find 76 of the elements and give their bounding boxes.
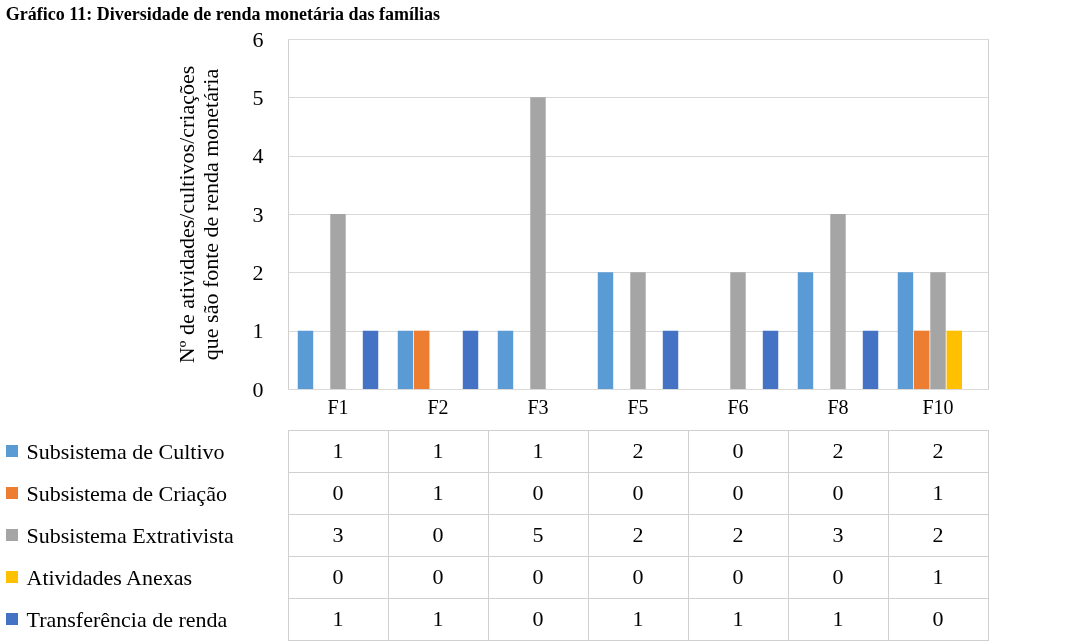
data-label: 1 — [532, 438, 544, 463]
data-label: 1 — [432, 438, 444, 463]
x-tick-label: F8 — [827, 395, 849, 418]
data-label: 2 — [632, 522, 644, 547]
data-label: 0 — [832, 480, 844, 505]
data-label: 1 — [432, 606, 444, 631]
data-label: 1 — [332, 438, 344, 463]
data-label: 0 — [832, 564, 844, 589]
bar — [897, 272, 914, 389]
data-label: 0 — [732, 564, 744, 589]
data-label: 3 — [332, 522, 344, 547]
data-label: 3 — [832, 522, 844, 547]
data-label: 0 — [432, 564, 444, 589]
bar — [362, 330, 379, 389]
y-axis-title: Nº de atividades/cultivos/criações que são fonte de renda monetária — [173, 65, 223, 364]
bar — [414, 330, 430, 389]
data-label: 0 — [932, 606, 944, 631]
bar — [762, 330, 779, 389]
bar — [630, 272, 646, 389]
x-tick-label: F6 — [727, 395, 749, 418]
x-tick-label: F1 — [327, 395, 349, 418]
bar — [530, 97, 546, 389]
bar — [946, 330, 962, 389]
bar — [397, 330, 414, 389]
bar — [597, 272, 614, 389]
x-tick-label: F10 — [922, 395, 954, 418]
data-label: 0 — [532, 606, 544, 631]
y-tick-label: 6 — [252, 26, 264, 52]
data-label: 0 — [632, 480, 644, 505]
bar — [730, 272, 746, 389]
data-label: 0 — [732, 438, 744, 463]
data-label: 2 — [732, 522, 744, 547]
bar — [830, 214, 846, 389]
x-tick-label: F5 — [627, 395, 649, 418]
data-label: 1 — [432, 480, 444, 505]
data-label: 0 — [432, 522, 444, 547]
y-tick-label: 0 — [252, 376, 264, 402]
bar — [914, 330, 930, 389]
x-tick-label: F3 — [527, 395, 549, 418]
data-label: 2 — [932, 438, 944, 463]
bar — [662, 330, 679, 389]
data-label: 0 — [532, 564, 544, 589]
bar — [462, 330, 479, 389]
legend-label: Subsistema de Cultivo — [26, 438, 225, 464]
data-label: 2 — [932, 522, 944, 547]
chart-title: Gráfico 11: Diversidade de renda monetária das famílias — [5, 3, 440, 24]
data-label: 1 — [632, 606, 644, 631]
data-label: 5 — [532, 522, 544, 547]
legend-label: Subsistema de Criação — [26, 480, 227, 506]
bar — [797, 272, 814, 389]
data-label: 1 — [932, 480, 944, 505]
bar — [297, 330, 314, 389]
legend-label: Subsistema Extrativista — [26, 522, 234, 548]
x-tick-label: F2 — [427, 395, 449, 418]
bar — [862, 330, 879, 389]
data-label: 0 — [332, 564, 344, 589]
data-label: 2 — [832, 438, 844, 463]
data-label: 0 — [332, 480, 344, 505]
y-tick-label: 1 — [252, 318, 264, 344]
data-label: 0 — [532, 480, 544, 505]
data-label: 1 — [732, 606, 744, 631]
y-tick-label: 4 — [252, 143, 264, 169]
bar — [930, 272, 946, 389]
y-tick-label: 2 — [252, 259, 264, 285]
legend-label: Transferência de renda — [26, 606, 228, 632]
bar — [497, 330, 514, 389]
legend-label: Atividades Anexas — [26, 564, 193, 590]
data-label: 2 — [632, 438, 644, 463]
y-tick-label: 5 — [252, 84, 264, 110]
data-label: 0 — [732, 480, 744, 505]
data-label: 1 — [932, 564, 944, 589]
data-label: 1 — [332, 606, 344, 631]
data-label: 0 — [632, 564, 644, 589]
y-tick-label: 3 — [252, 201, 264, 227]
bar — [330, 214, 346, 389]
data-label: 1 — [832, 606, 844, 631]
